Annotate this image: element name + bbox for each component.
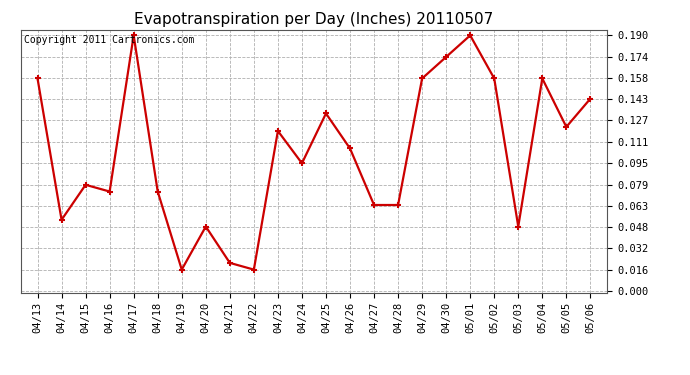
Text: Copyright 2011 Cartronics.com: Copyright 2011 Cartronics.com (23, 35, 194, 45)
Title: Evapotranspiration per Day (Inches) 20110507: Evapotranspiration per Day (Inches) 2011… (135, 12, 493, 27)
